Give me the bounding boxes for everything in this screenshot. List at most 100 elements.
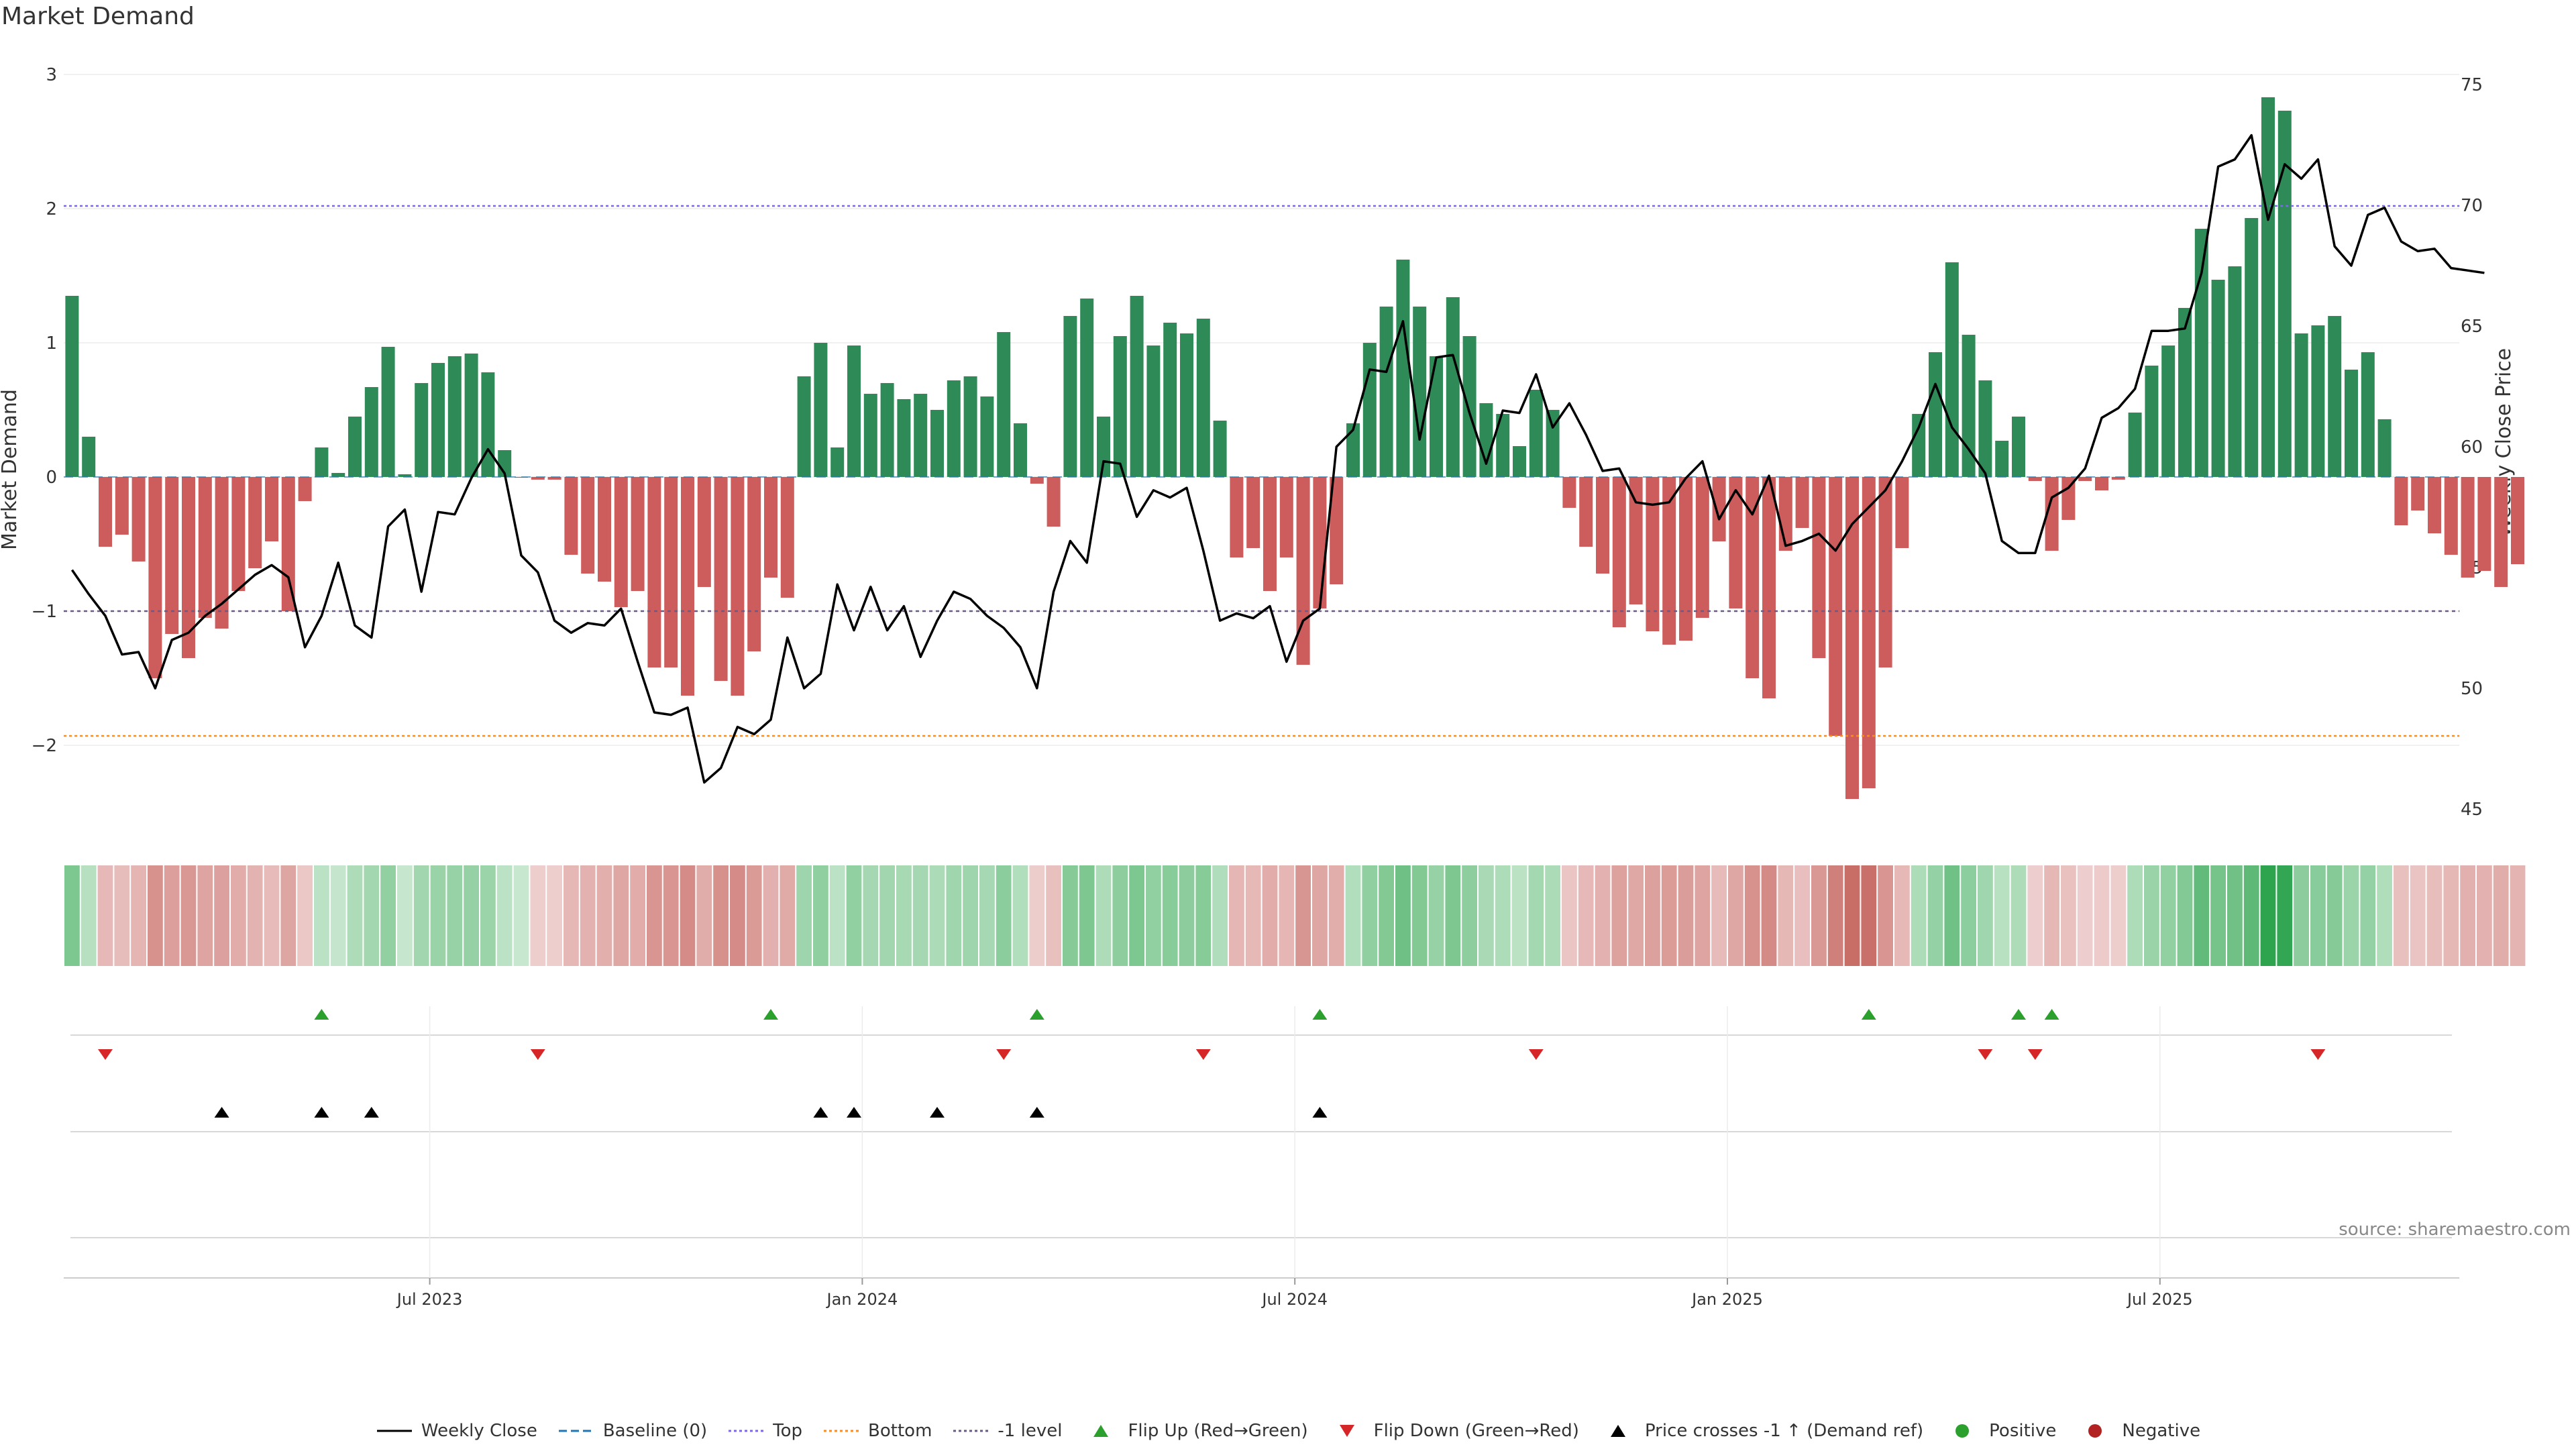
heat-cell — [64, 865, 80, 966]
right-tick-label: 60 — [2461, 437, 2483, 458]
chart-legend: Weekly Close Baseline (0) Top Bottom -1 leve… — [0, 1421, 2576, 1441]
demand-bar — [265, 477, 278, 541]
heat-cell — [1379, 865, 1394, 966]
heat-cell — [1628, 865, 1644, 966]
heat-cell — [214, 865, 229, 966]
demand-bar — [398, 474, 412, 477]
weekly-close-line — [70, 133, 2485, 784]
demand-bar — [681, 477, 694, 696]
left-tick-label: 0 — [46, 468, 57, 488]
flip-down-marker — [2027, 1049, 2043, 1060]
demand-bar — [1762, 477, 1776, 698]
price-cross-marker — [1312, 1107, 1328, 1118]
heat-cell — [1562, 865, 1577, 966]
heat-cell — [1827, 865, 1843, 966]
demand-bar — [1912, 414, 1926, 477]
flip-down-marker — [1195, 1049, 1211, 1060]
demand-bar — [1995, 441, 2009, 477]
flip-down-marker — [1978, 1049, 1993, 1060]
demand-bar — [1296, 477, 1310, 665]
price-cross-marker — [314, 1107, 329, 1118]
price-cross-marker — [1029, 1107, 1044, 1118]
demand-bar — [631, 477, 645, 591]
legend-label: Positive — [1989, 1421, 2057, 1441]
demand-bar — [1812, 477, 1826, 658]
heat-cell — [1328, 865, 1344, 966]
demand-bar — [2394, 477, 2408, 525]
heat-cell — [780, 865, 796, 966]
demand-bar — [2161, 345, 2176, 477]
heat-cell — [2194, 865, 2210, 966]
heat-cell — [1695, 865, 1711, 966]
legend-label: -1 level — [998, 1421, 1063, 1441]
demand-bar — [1778, 477, 1792, 551]
demand-bar — [1496, 414, 1510, 477]
demand-bar — [1014, 423, 1027, 477]
price-cross-marker — [930, 1107, 945, 1118]
flip-up-marker — [2044, 1009, 2059, 1020]
legend-swatch — [1610, 1425, 1625, 1437]
demand-bar — [664, 477, 678, 667]
flip-up-marker — [314, 1009, 329, 1020]
legend-item: Weekly Close — [376, 1421, 537, 1441]
heat-cell — [2426, 865, 2443, 966]
heat-cell — [1894, 865, 1910, 966]
demand-bar — [1845, 477, 1859, 799]
heat-cell — [2510, 865, 2526, 966]
x-tick-label: Jul 2023 — [396, 1290, 463, 1309]
demand-bar — [165, 477, 179, 634]
heat-cell — [1063, 865, 1078, 966]
legend-item: Flip Down (Green→Red) — [1328, 1421, 1579, 1441]
legend-label: Baseline (0) — [602, 1421, 708, 1441]
legend-label: Negative — [2122, 1421, 2201, 1441]
demand-bar — [2228, 266, 2242, 477]
demand-bar — [198, 477, 212, 618]
heat-cell — [264, 865, 280, 966]
heat-cell — [630, 865, 645, 966]
heat-cell — [496, 865, 513, 966]
heat-cell — [2061, 865, 2076, 966]
demand-bar — [1695, 477, 1709, 618]
demand-bar — [2511, 477, 2524, 564]
left-tick-label: 2 — [46, 199, 57, 219]
demand-bar — [2428, 477, 2441, 533]
demand-bar — [148, 477, 162, 678]
demand-bar — [963, 376, 977, 477]
demand-bar — [1462, 336, 1477, 477]
demand-bar — [731, 477, 745, 696]
demand-bar — [331, 473, 345, 477]
legend-label: Bottom — [868, 1421, 932, 1441]
demand-bar — [1196, 319, 1210, 477]
demand-bar — [564, 477, 578, 555]
heat-cell — [946, 865, 962, 966]
heat-cell — [1012, 865, 1028, 966]
demand-bar — [547, 477, 561, 480]
heat-cell — [1861, 865, 1877, 966]
legend-item: Baseline (0) — [557, 1421, 707, 1441]
demand-bar — [2294, 333, 2308, 477]
heat-cell — [1961, 865, 1976, 966]
demand-bar — [747, 477, 761, 651]
legend-item: Bottom — [822, 1421, 932, 1441]
heat-cell — [247, 865, 263, 966]
demand-bar — [1529, 390, 1543, 477]
heat-cell — [97, 865, 113, 966]
demand-bar — [1330, 477, 1344, 584]
heat-cell — [2477, 865, 2492, 966]
demand-bar — [1978, 380, 1992, 477]
heat-cell — [663, 865, 679, 966]
heat-cell — [1545, 865, 1560, 966]
heat-cell — [2077, 865, 2093, 966]
heat-cell — [1511, 865, 1527, 966]
flip-down-marker — [2310, 1049, 2326, 1060]
demand-bar — [1246, 477, 1260, 548]
demand-bar — [1479, 403, 1493, 477]
heat-cell — [846, 865, 862, 966]
demand-bar — [381, 347, 395, 477]
demand-bar — [2194, 229, 2208, 477]
demand-bar — [2328, 316, 2342, 477]
heat-cell — [896, 865, 912, 966]
demand-bar — [2061, 477, 2076, 520]
heat-cell — [2094, 865, 2110, 966]
demand-bar — [1130, 296, 1144, 477]
